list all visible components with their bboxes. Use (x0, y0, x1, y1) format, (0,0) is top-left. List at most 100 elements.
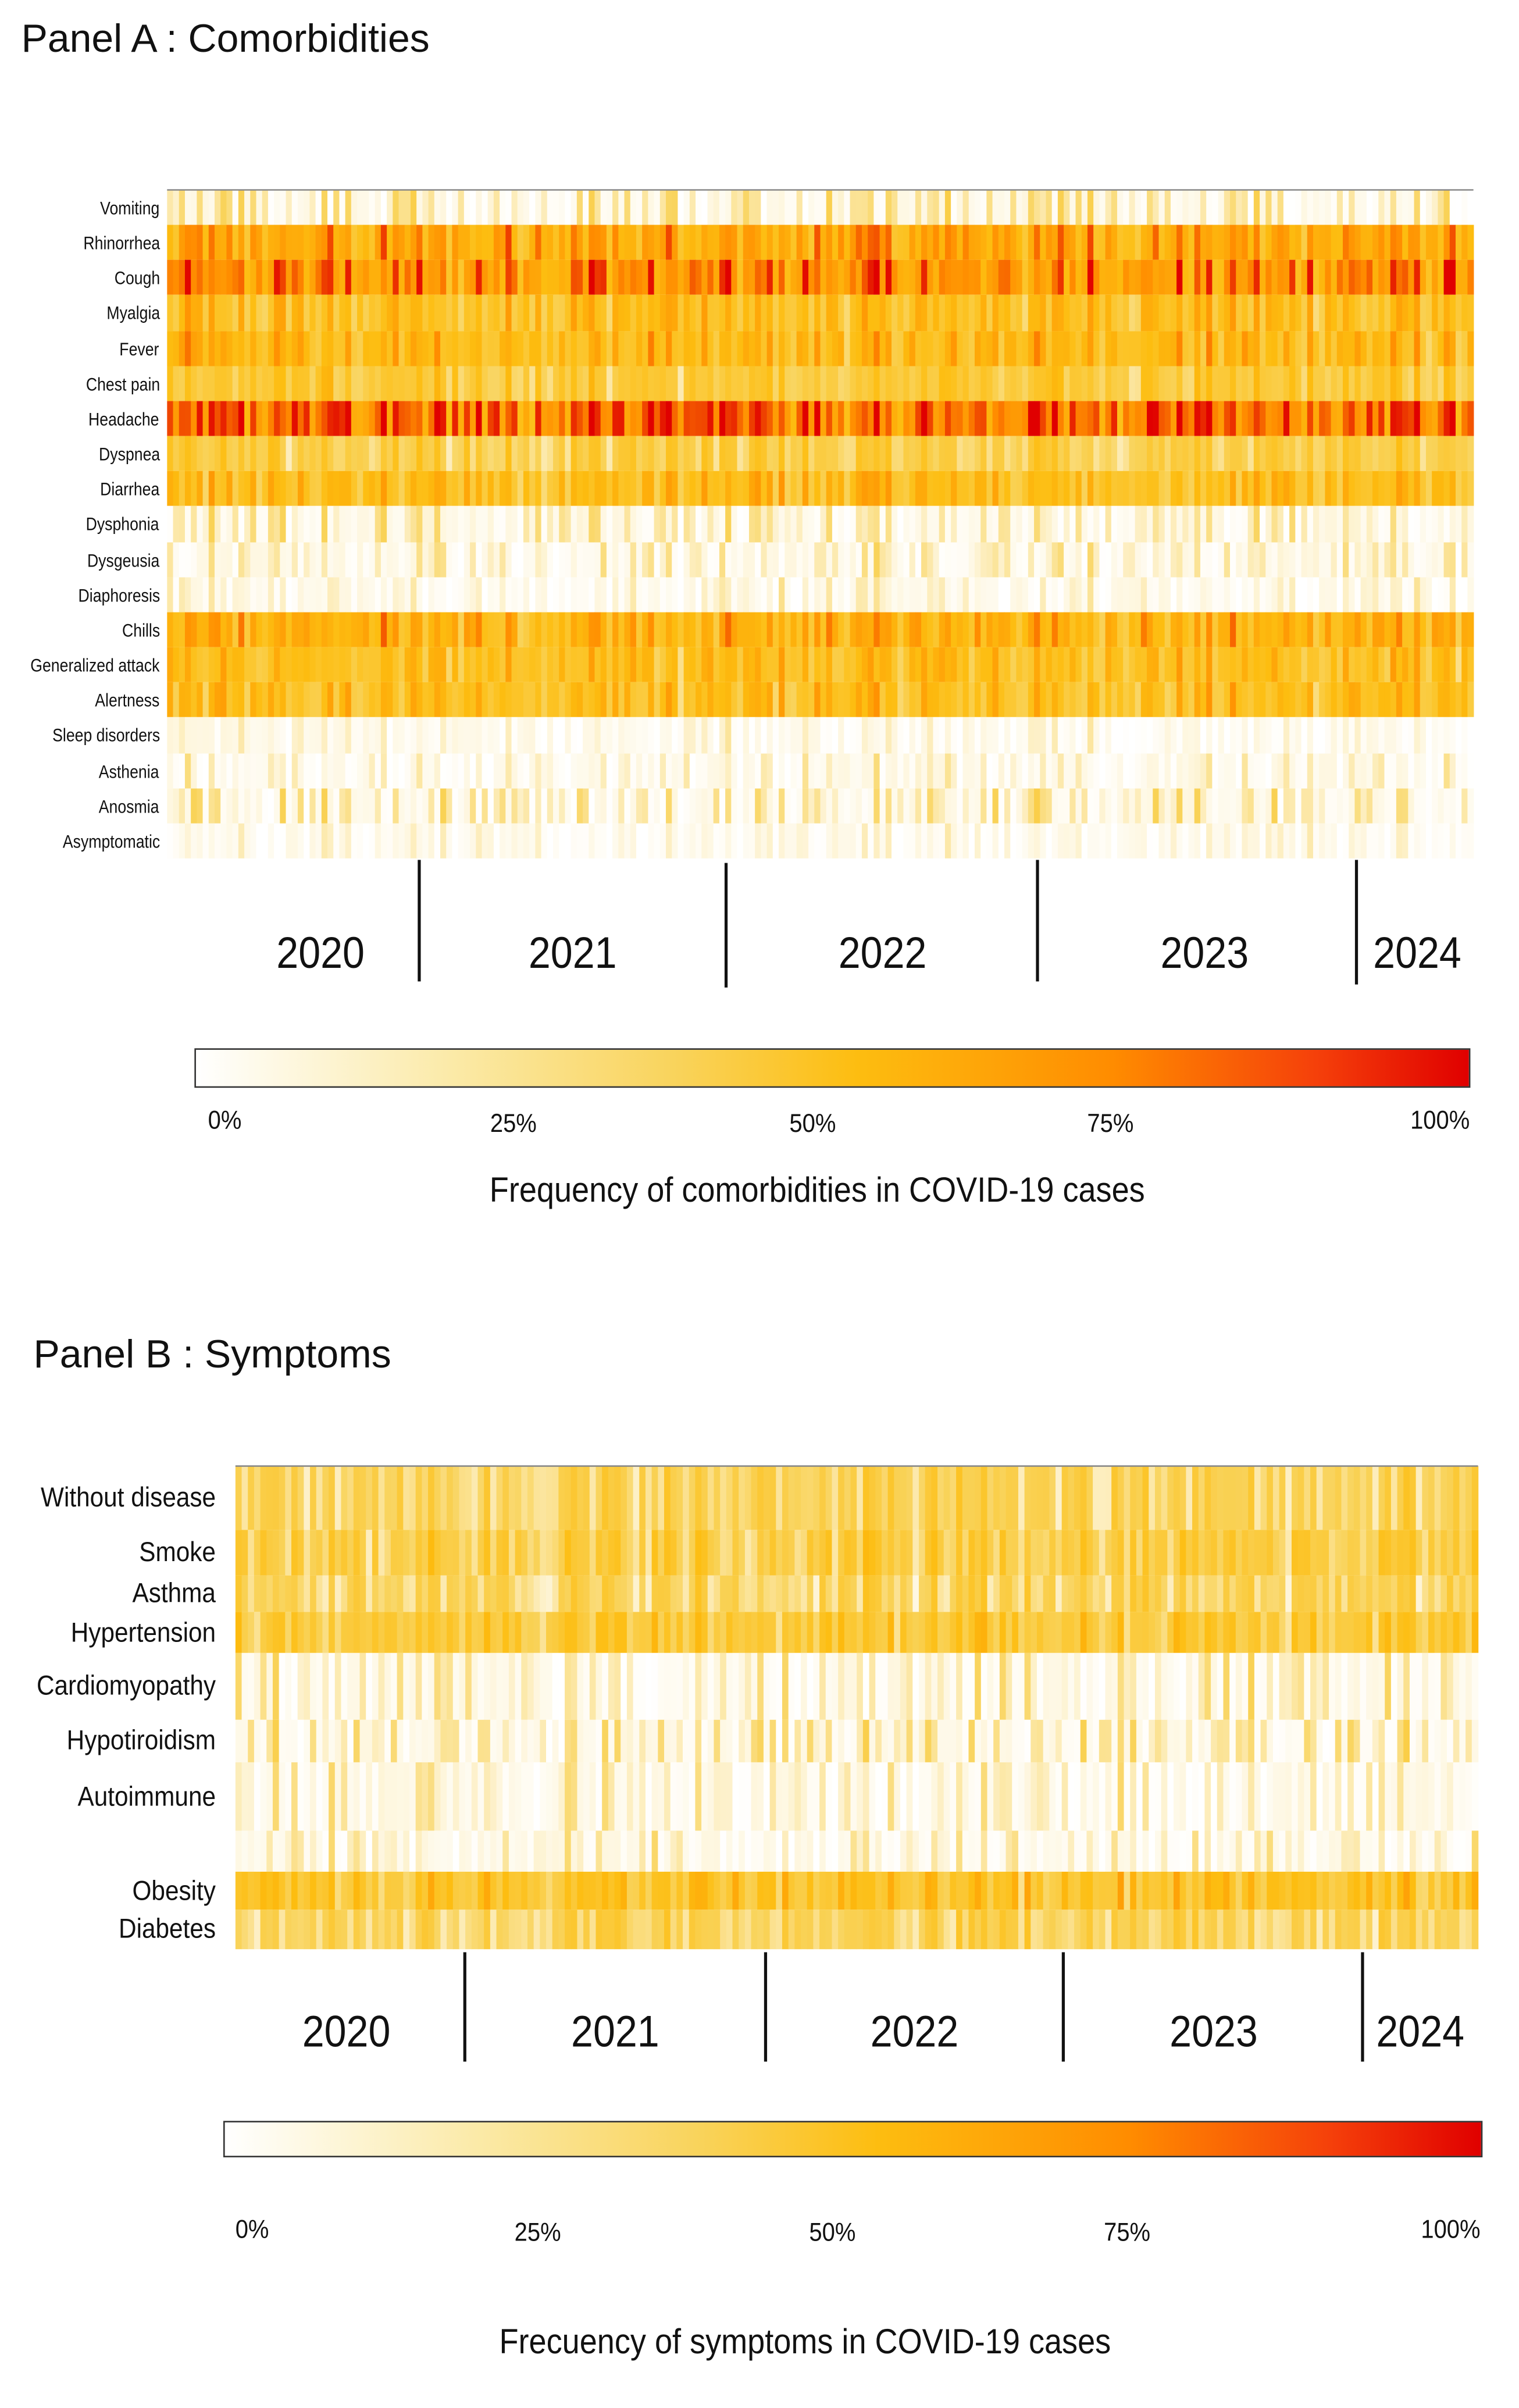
heatmap-cell (1224, 331, 1231, 366)
heatmap-cell (672, 436, 678, 471)
heatmap-cell (927, 401, 933, 436)
heatmap-cell (892, 682, 898, 717)
heatmap-cell (1432, 647, 1438, 682)
heatmap-cell (993, 436, 999, 471)
heatmap-cell (770, 1530, 776, 1575)
heatmap-cell (1068, 1530, 1074, 1575)
heatmap-cell (642, 542, 648, 577)
heatmap-cell (292, 578, 298, 612)
heatmap-cell (1099, 1612, 1106, 1653)
heatmap-cell (1147, 578, 1153, 612)
heatmap-cell (725, 260, 732, 295)
heatmap-cell (1016, 578, 1022, 612)
heatmap-cell (921, 190, 928, 225)
heatmap-cell (1141, 824, 1147, 859)
heatmap-cell (1456, 506, 1462, 543)
heatmap-cell (892, 542, 898, 577)
heatmap-cell (1337, 225, 1343, 260)
heatmap-cell (1432, 506, 1438, 543)
heatmap-cell (405, 471, 411, 506)
heatmap-cell (1171, 789, 1177, 824)
heatmap-cell (1302, 331, 1308, 366)
heatmap-cell (1224, 754, 1231, 789)
heatmap-cell (1186, 1530, 1192, 1575)
heatmap-cell (1082, 754, 1088, 789)
heatmap-cell (1354, 225, 1361, 260)
heatmap-cell (191, 401, 197, 436)
heatmap-cell (238, 506, 245, 543)
heatmap-cell (838, 824, 844, 859)
heatmap-cell (654, 647, 661, 682)
heatmap-cell (345, 824, 352, 859)
heatmap-cell (411, 754, 417, 789)
heatmap-cell (1087, 190, 1094, 225)
heatmap-cell (1180, 1466, 1186, 1530)
heatmap-cell (298, 542, 304, 577)
heatmap-cell (1194, 682, 1201, 717)
heatmap-cell (1022, 789, 1029, 824)
heatmap-cell (612, 295, 619, 332)
heatmap-cell (1390, 401, 1397, 436)
heatmap-cell (1176, 331, 1183, 366)
heatmap-cell (808, 542, 815, 577)
heatmap-cell (440, 612, 447, 647)
heatmap-cell (838, 366, 844, 401)
heatmap-cell (280, 295, 286, 332)
heatmap-cell (1313, 331, 1320, 366)
heatmap-cell (268, 295, 274, 332)
heatmap-cell (393, 506, 399, 543)
heatmap-cell (601, 436, 607, 471)
heatmap-cell (345, 612, 352, 647)
heatmap-cell (826, 1612, 832, 1653)
heatmap-cell (1058, 717, 1064, 754)
heatmap-cell (630, 225, 637, 260)
heatmap-cell (1459, 1576, 1465, 1612)
heatmap-cell (672, 260, 678, 295)
heatmap-cell (1141, 717, 1147, 754)
heatmap-cell (393, 612, 399, 647)
heatmap-cell (832, 754, 839, 789)
heatmap-cell (1056, 1530, 1062, 1575)
heatmap-cell (1200, 647, 1207, 682)
heatmap-cell (607, 682, 613, 717)
heatmap-cell (1093, 682, 1100, 717)
heatmap-cell (464, 471, 470, 506)
heatmap-cell (292, 506, 298, 543)
heatmap-cell (684, 436, 690, 471)
heatmap-cell (666, 578, 672, 612)
heatmap-cell (969, 754, 975, 789)
heatmap-cell (951, 331, 957, 366)
heatmap-cell (903, 717, 910, 754)
heatmap-cell (333, 436, 340, 471)
heatmap-cell (527, 1530, 534, 1575)
heatmap-cell (707, 506, 714, 543)
heatmap-cell (1087, 295, 1094, 332)
heatmap-cell (1461, 401, 1468, 436)
heatmap-cell (535, 754, 541, 789)
heatmap-cell (167, 436, 173, 471)
heatmap-cell (209, 436, 215, 471)
heatmap-cell (1082, 436, 1088, 471)
heatmap-cell (345, 366, 352, 401)
heatmap-cell (1016, 225, 1022, 260)
heatmap-cell (434, 471, 441, 506)
heatmap-cell (1456, 366, 1462, 401)
heatmap-cell (875, 1612, 882, 1653)
heatmap-cell (1171, 717, 1177, 754)
heatmap-cell (1069, 789, 1076, 824)
heatmap-cell (541, 225, 548, 260)
heatmap-cell (512, 682, 518, 717)
heatmap-cell (707, 717, 714, 754)
heatmap-cell (1347, 1576, 1354, 1612)
heatmap-cell (1467, 647, 1474, 682)
heatmap-cell (696, 225, 702, 260)
heatmap-cell (1414, 542, 1421, 577)
heatmap-cell (351, 717, 358, 754)
heatmap-cell (737, 331, 744, 366)
heatmap-cell (215, 578, 221, 612)
heatmap-cell (1260, 682, 1266, 717)
row-label: Asymptomatic (62, 830, 159, 852)
heatmap-cell (1176, 682, 1183, 717)
heatmap-cell (807, 1576, 814, 1612)
heatmap-cell (1295, 190, 1302, 225)
